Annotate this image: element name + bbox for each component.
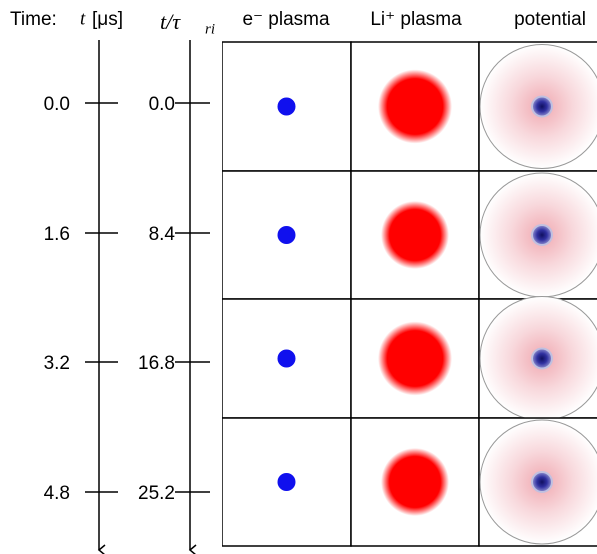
panel-grid xyxy=(222,41,597,547)
ion-plasma xyxy=(378,69,452,144)
ion-plasma xyxy=(378,445,452,519)
time-label: 3.2 xyxy=(44,353,70,374)
time-unit: [μs] xyxy=(92,9,123,30)
column-header: Li⁺ plasma xyxy=(370,9,462,30)
electron-plasma xyxy=(277,349,296,368)
time-label: 0.0 xyxy=(44,94,70,115)
potential-core xyxy=(531,95,553,118)
electron-plasma xyxy=(277,97,296,116)
time-label: 1.6 xyxy=(44,224,70,245)
ratio-label: 25.2 xyxy=(138,483,175,504)
column-header: e⁻ plasma xyxy=(242,9,330,30)
ratio-label: 0.0 xyxy=(149,94,175,115)
ion-plasma xyxy=(378,321,452,396)
potential-core xyxy=(531,471,553,493)
potential-core xyxy=(531,347,553,370)
electron-plasma xyxy=(277,226,296,244)
ratio-label: t/τ xyxy=(160,9,181,34)
time-prefix: Time: xyxy=(10,9,57,30)
time-label: 4.8 xyxy=(44,483,70,504)
ratio-subscript: ri xyxy=(205,21,215,37)
ratio-label: 16.8 xyxy=(138,353,175,374)
time-symbol: t xyxy=(80,8,86,29)
potential-core xyxy=(531,224,553,246)
column-header: potential xyxy=(514,9,586,30)
electron-plasma xyxy=(277,473,296,491)
ratio-label: 8.4 xyxy=(149,224,176,245)
ion-plasma xyxy=(381,201,449,269)
